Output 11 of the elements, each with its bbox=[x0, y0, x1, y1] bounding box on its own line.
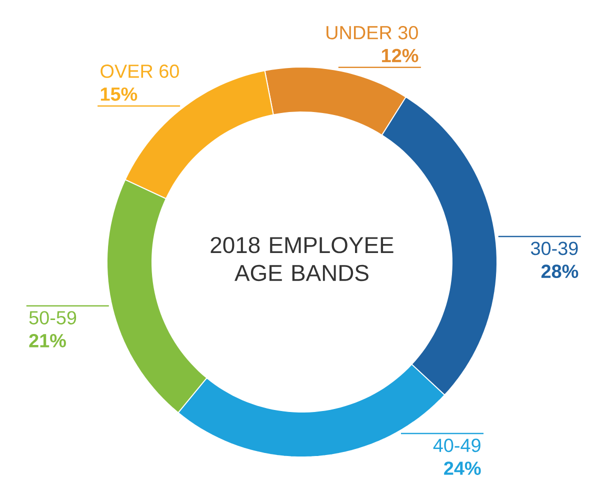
slice-label: 30-39 bbox=[530, 242, 578, 256]
data-label: 28% bbox=[541, 264, 578, 278]
data-label: 21% bbox=[29, 334, 66, 348]
data-label: 15% bbox=[100, 87, 138, 101]
slice-label: UNDER 30 bbox=[326, 26, 418, 40]
slice-label: 40-49 bbox=[433, 438, 480, 452]
data-label: 12% bbox=[382, 48, 418, 62]
data-label: 24% bbox=[444, 462, 481, 475]
slice-label: OVER 60 bbox=[100, 64, 179, 78]
text: 2018 EMPLOYEE AGE BANDS bbox=[210, 236, 394, 282]
slice-label: 50-59 bbox=[29, 311, 76, 324]
